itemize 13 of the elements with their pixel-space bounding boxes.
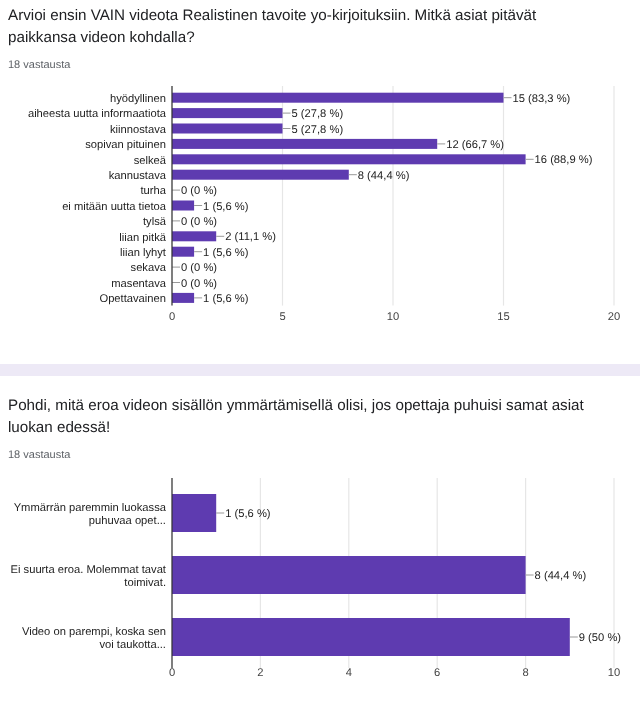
- bar: [172, 200, 195, 211]
- bar: [172, 556, 526, 594]
- bar: [172, 494, 217, 532]
- bar: [172, 138, 438, 149]
- bar: [172, 292, 195, 303]
- bar: [172, 618, 570, 656]
- bar: [172, 123, 283, 134]
- bar: [172, 231, 217, 242]
- bar: [172, 154, 526, 165]
- bar: [172, 246, 195, 257]
- bar: [172, 108, 283, 119]
- bar: [172, 92, 504, 103]
- bar: [172, 169, 349, 180]
